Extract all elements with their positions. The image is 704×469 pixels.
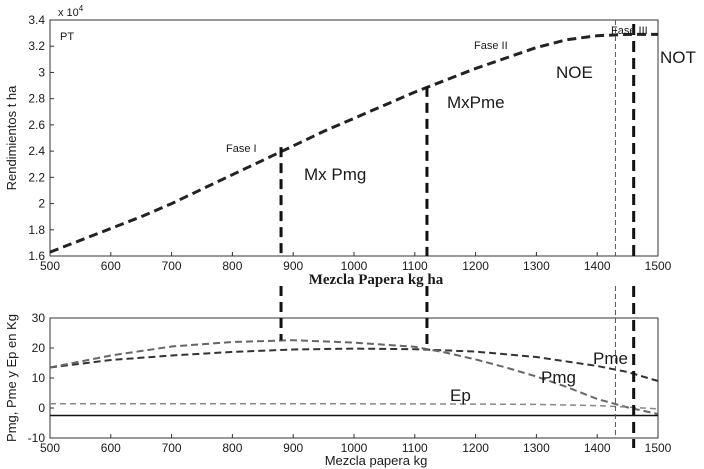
top-x-tick-label: 1200 (462, 259, 489, 273)
bottom-x-tick-label: 1300 (523, 441, 550, 455)
top-y-tick-label: 3.2 (28, 39, 45, 53)
top-y-tick-label: 2.8 (28, 92, 45, 106)
top-plot-frame (49, 19, 659, 257)
yield-chart: 1.6 1.8 2 2.2 2.4 2.6 2.8 3 3.2 3.4 500 600 700 800 9… (4, 4, 696, 288)
bottom-x-axis-label: Mezcla papera kg (325, 453, 428, 468)
top-x-tick-label: 700 (162, 259, 182, 273)
bottom-x-tick-label: 1400 (584, 441, 611, 455)
fase-ii-label: Fase II (474, 40, 508, 52)
bottom-x-tick-label: 1100 (402, 441, 428, 455)
ep-label: Ep (450, 386, 471, 405)
top-x-tick-label: 1300 (523, 259, 550, 273)
bottom-x-tick-label: 500 (40, 441, 60, 455)
top-x-tick-label: 900 (283, 259, 303, 273)
top-y-axis-label: Rendimientos t ha (4, 85, 19, 191)
pme-label: Pme (593, 349, 628, 368)
bottom-y-ticks: -10 0 10 20 30 (28, 311, 54, 445)
bottom-y-tick-label: 0 (38, 401, 45, 415)
top-x-tick-label: 500 (40, 259, 60, 273)
top-y-multiplier: x 104 (58, 4, 84, 19)
pmg-label: Pmg (541, 368, 576, 387)
top-x-tick-label: 800 (222, 259, 242, 273)
pme-curve (49, 347, 659, 382)
top-y-ticks: 1.6 1.8 2 2.2 2.4 2.6 2.8 3 3.2 3.4 (28, 13, 54, 263)
marginal-products-chart: -10 0 10 20 30 500 600 700 800 900 1000 1100 1200 13… (4, 286, 672, 468)
bottom-x-tick-label: 1200 (462, 441, 489, 455)
top-x-tick-label: 1400 (584, 259, 611, 273)
top-y-tick-label: 2 (38, 197, 45, 211)
top-y-tick-label: 2.6 (28, 118, 45, 132)
noe-label: NOE (556, 63, 593, 82)
bottom-y-tick-label: -10 (28, 431, 46, 445)
not-label: NOT (660, 48, 696, 67)
bottom-y-tick-label: 30 (32, 311, 46, 325)
top-x-tick-label: 1000 (341, 259, 368, 273)
mx-pme-label: MxPme (447, 93, 505, 112)
top-x-axis-label: Mezcla Papera kg ha (309, 272, 444, 288)
fase-i-label: Fase I (226, 143, 257, 155)
top-x-ticks: 500 600 700 800 900 1000 1100 1200 1300 1400 1500 (40, 252, 672, 273)
top-y-tick-label: 1.8 (28, 223, 45, 237)
bottom-y-tick-label: 10 (32, 371, 46, 385)
bottom-y-tick-label: 20 (32, 341, 46, 355)
top-y-tick-label: 3.4 (28, 13, 45, 27)
pmg-curve (49, 339, 659, 415)
bottom-x-ticks: 500 600 700 800 900 1000 1100 1200 1300 1400 1500 (40, 434, 672, 455)
bottom-x-tick-label: 1500 (645, 441, 672, 455)
bottom-y-axis-label: Pmg, Pme y Ep en Kg (4, 314, 19, 442)
bottom-x-tick-label: 1000 (341, 441, 368, 455)
bottom-x-tick-label: 900 (283, 441, 303, 455)
top-y-tick-label: 3 (38, 65, 45, 79)
top-x-tick-label: 600 (101, 259, 121, 273)
total-production-curve (49, 32, 658, 254)
pt-label: PT (60, 31, 74, 43)
top-x-tick-label: 1100 (402, 259, 428, 273)
fase-iii-label: Fase III (611, 25, 648, 37)
top-y-tick-label: 1.6 (28, 249, 45, 263)
ep-curve (50, 403, 659, 410)
bottom-x-tick-label: 600 (101, 441, 121, 455)
bottom-x-tick-label: 800 (222, 441, 242, 455)
top-y-tick-label: 2.4 (28, 144, 45, 158)
bottom-x-tick-label: 700 (162, 441, 182, 455)
top-y-tick-label: 2.2 (28, 170, 45, 184)
mx-pmg-label: Mx Pmg (304, 165, 366, 184)
top-x-tick-label: 1500 (645, 259, 672, 273)
